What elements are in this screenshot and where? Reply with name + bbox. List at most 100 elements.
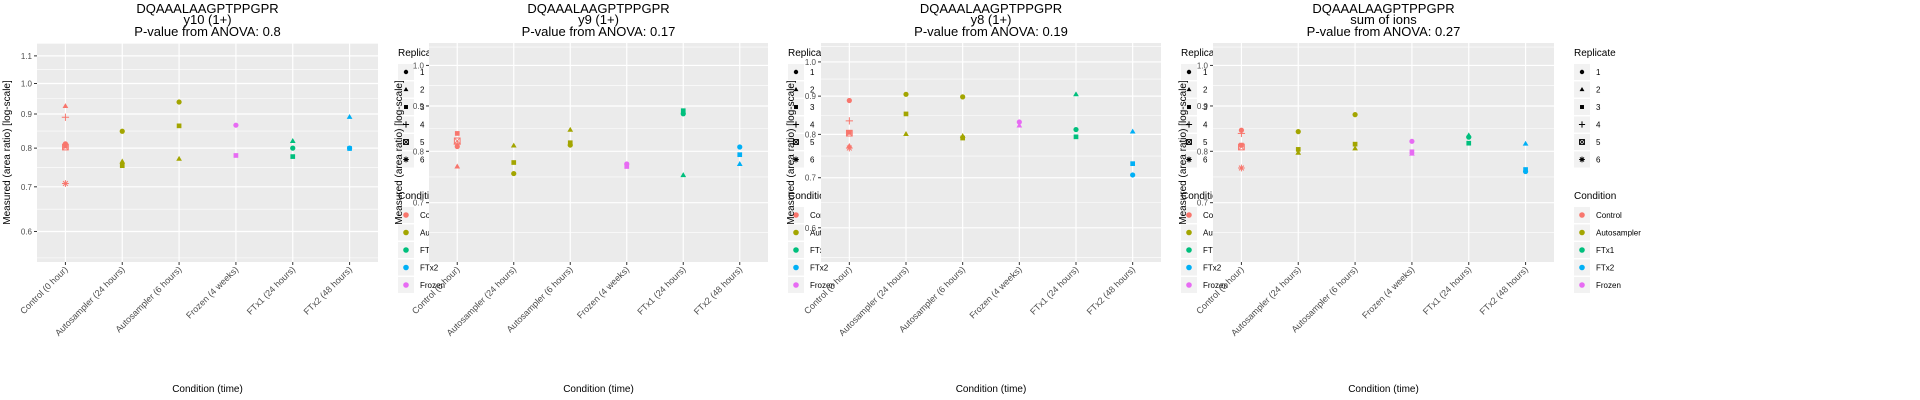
marker-triangle [793,86,799,92]
data-point [62,143,69,151]
marker-circle [454,143,460,150]
legend-replicate-label: 2 [420,86,425,95]
x-tick-label: Frozen (4 weeks) [968,264,1024,320]
legend-color-dot [1186,282,1192,288]
marker-circle [1073,126,1079,133]
data-point [624,164,630,169]
y-tick-label: 1.0 [413,61,425,70]
data-point [290,154,296,159]
legend-shape-triangle [793,86,799,92]
marker-circle [1409,138,1415,144]
legend-condition-label: FTx1 [1203,246,1222,255]
y-tick-label: 0.7 [413,199,425,208]
data-point [176,123,182,129]
legend-shape-circle [403,69,409,75]
data-point [1409,138,1415,144]
legend-replicate-label: 5 [420,138,425,147]
marker-box [403,139,409,145]
panel-pvalue: P-value from ANOVA: 0.17 [522,24,676,39]
data-point [62,103,69,109]
data-point [1238,143,1245,151]
legend-shape-asterisk [793,156,799,163]
data-point [567,126,574,132]
data-point [736,161,743,166]
legend-shape-triangle [403,86,409,92]
legend-shape-circle [1579,69,1585,75]
data-point [1239,142,1244,148]
legend-replicate-label: 6 [1596,156,1601,165]
legend-shape-plus [402,121,410,128]
legend-shape-asterisk [1186,156,1192,163]
legend-replicate-label: 1 [1596,68,1601,77]
legend-color-dot [1186,264,1192,271]
panel-pvalue: P-value from ANOVA: 0.8 [134,24,280,39]
legend-color-dot [403,229,409,236]
legend-shape-triangle [1579,86,1585,92]
legend-shape-asterisk [1579,156,1585,163]
data-point [233,122,239,128]
marker-square [846,130,852,135]
data-point [511,160,517,165]
legend-replicate-label: 3 [1203,103,1208,112]
legend-shape-plus [792,121,800,128]
panel-pvalue: P-value from ANOVA: 0.27 [1307,24,1461,39]
data-point [119,158,126,164]
data-point [1016,122,1023,128]
data-point [1466,140,1472,146]
legend: Replicate123456ConditionControlAutosampl… [788,48,855,293]
marker-triangle [510,142,517,148]
marker-asterisk-stroke [403,157,409,162]
panel-subtitle: y8 (1+) [971,12,1012,27]
legend-replicate-label: 6 [1203,156,1208,165]
legend-condition-title: Condition [398,191,440,202]
marker-circle [680,111,686,117]
legend-replicate-label: 3 [810,103,815,112]
x-tick-label: Autosampler (6 hours) [897,264,967,334]
marker-square [1130,161,1136,167]
marker-x2 [62,143,69,151]
marker-triangle [176,155,182,161]
marker-circle [1352,112,1358,118]
marker-triangle [454,163,461,169]
marker-square [737,152,743,158]
data-point [289,138,296,143]
marker-circle [119,128,125,134]
marker-circle [737,144,743,150]
legend-color-dot [1579,282,1585,288]
data-point [176,155,182,161]
y-tick-label: 0.7 [21,183,33,192]
y-tick-label: 0.9 [413,102,425,111]
marker-triangle [289,138,296,143]
x-tick-label: FTx1 (24 hours) [245,264,297,316]
marker-square [680,108,686,114]
legend-shape-circle [1186,69,1192,75]
data-point [846,97,852,104]
y-tick-label: 0.8 [413,147,425,156]
data-point [960,94,966,100]
data-point [1073,91,1079,97]
legend-replicate-label: 6 [420,156,425,165]
data-point [61,113,70,121]
marker-circle [567,142,573,148]
marker-triangle [403,86,409,92]
x-axis-title: Condition (time) [563,384,634,395]
data-point [1352,141,1358,147]
legend-color-dot [1186,247,1192,253]
legend-color-dot [403,212,409,218]
legend-replicate-label: 5 [1596,138,1601,147]
x-axis-title: Condition (time) [1348,384,1419,395]
y-tick-label: 0.6 [805,224,817,233]
x-tick-label: Frozen (4 weeks) [1360,264,1416,320]
data-point [1352,145,1358,151]
legend-replicate-label: 4 [810,121,815,130]
marker-triangle [903,131,909,136]
legend-shape-boxed-x [793,139,799,145]
legend-replicate-title: Replicate [1181,48,1223,59]
marker-square [903,111,909,117]
marker-square [233,153,239,158]
legend-shape-plus [1578,121,1586,128]
x-tick-label: Control (0 hour) [18,264,70,316]
y-tick-label: 1.0 [21,79,33,88]
legend-color-dot [1579,264,1585,271]
